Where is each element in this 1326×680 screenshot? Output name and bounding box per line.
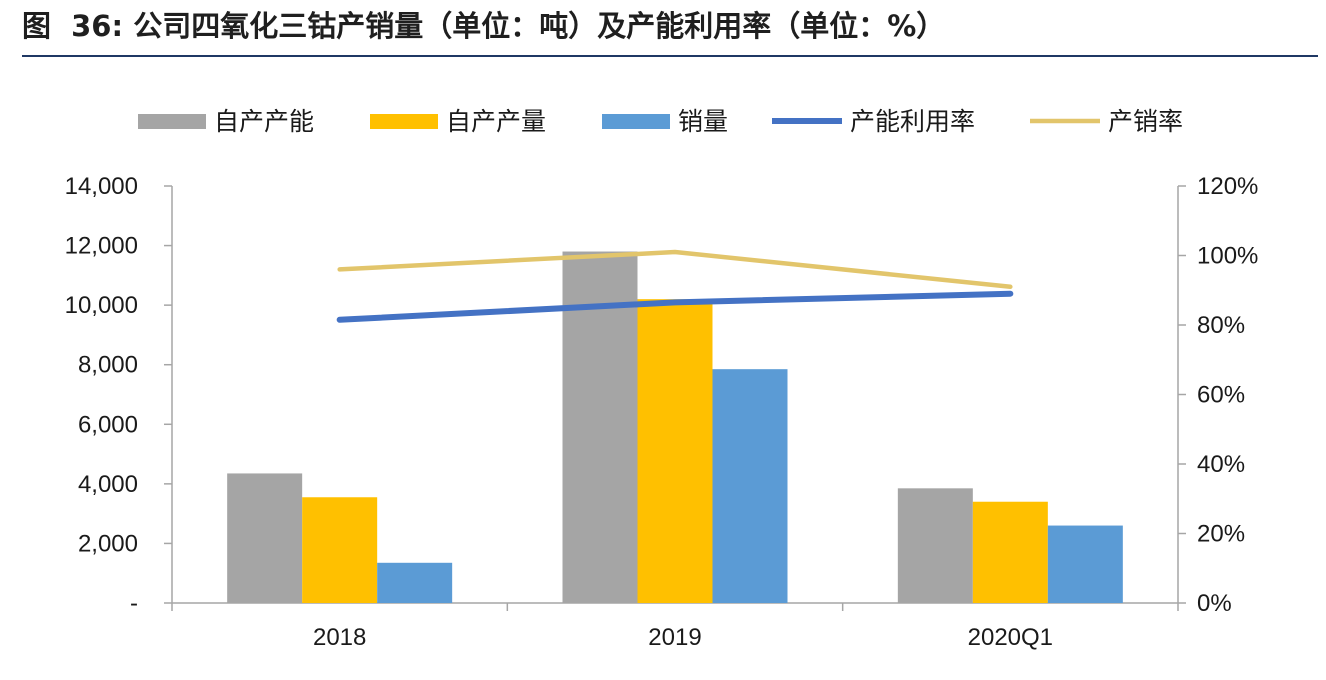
chart-legend: 自产产能 自产产量 销量 产能利用率 产销率 — [138, 107, 1183, 136]
legend-item: 产销率 — [1030, 107, 1183, 136]
line-series-1 — [337, 249, 1013, 290]
legend-item: 自产产能 — [138, 107, 314, 136]
right-tick-label: 120% — [1197, 173, 1258, 200]
legend-swatch — [138, 114, 206, 129]
right-tick-label: 20% — [1197, 521, 1245, 548]
bar-series-0-2018 — [227, 473, 303, 603]
left-tick-label: - — [130, 590, 138, 617]
bar-series-1-2019 — [637, 299, 713, 603]
right-tick-label: 60% — [1197, 382, 1245, 409]
legend-label: 销量 — [678, 107, 728, 136]
left-tick-label: 14,000 — [65, 173, 138, 200]
legend-swatch — [370, 114, 438, 129]
left-tick-label: 4,000 — [78, 471, 138, 498]
left-tick-label: 6,000 — [78, 411, 138, 438]
right-tick-label: 0% — [1197, 590, 1232, 617]
left-tick-label: 2,000 — [78, 530, 138, 557]
bar-series-1-2020Q1 — [972, 501, 1048, 603]
bar-series-2-2019 — [712, 369, 788, 603]
chart-bars — [227, 251, 1123, 603]
left-tick-label: 12,000 — [65, 233, 138, 260]
x-tick-label: 2020Q1 — [968, 624, 1053, 651]
line-series-0 — [336, 290, 1014, 323]
title-divider — [22, 55, 1318, 57]
legend-item: 销量 — [602, 107, 728, 136]
legend-label: 自产产量 — [446, 107, 546, 136]
bar-series-0-2020Q1 — [897, 488, 973, 603]
legend-item: 产能利用率 — [772, 107, 975, 136]
right-tick-label: 80% — [1197, 312, 1245, 339]
right-tick-label: 40% — [1197, 451, 1245, 478]
bar-series-2-2018 — [377, 562, 453, 603]
figure-caption: 公司四氧化三钴产销量（单位：吨）及产能利用率（单位：%） — [133, 9, 946, 43]
left-tick-label: 8,000 — [78, 352, 138, 379]
figure-number: 36: — [71, 9, 124, 43]
chart-lines — [336, 249, 1014, 323]
legend-label: 产销率 — [1108, 107, 1183, 136]
left-tick-label: 10,000 — [65, 292, 138, 319]
x-tick-label: 2018 — [313, 624, 366, 651]
legend-label: 产能利用率 — [850, 107, 975, 136]
legend-item: 自产产量 — [370, 107, 546, 136]
figure-label: 图 — [22, 9, 52, 43]
bar-series-2-2020Q1 — [1047, 525, 1123, 603]
bar-series-1-2018 — [302, 497, 378, 603]
legend-label: 自产产能 — [214, 107, 314, 136]
x-tick-label: 2019 — [648, 624, 701, 651]
legend-swatch — [602, 114, 670, 129]
right-tick-label: 100% — [1197, 243, 1258, 270]
figure-title: 图 36: 公司四氧化三钴产销量（单位：吨）及产能利用率（单位：%） — [22, 4, 945, 48]
